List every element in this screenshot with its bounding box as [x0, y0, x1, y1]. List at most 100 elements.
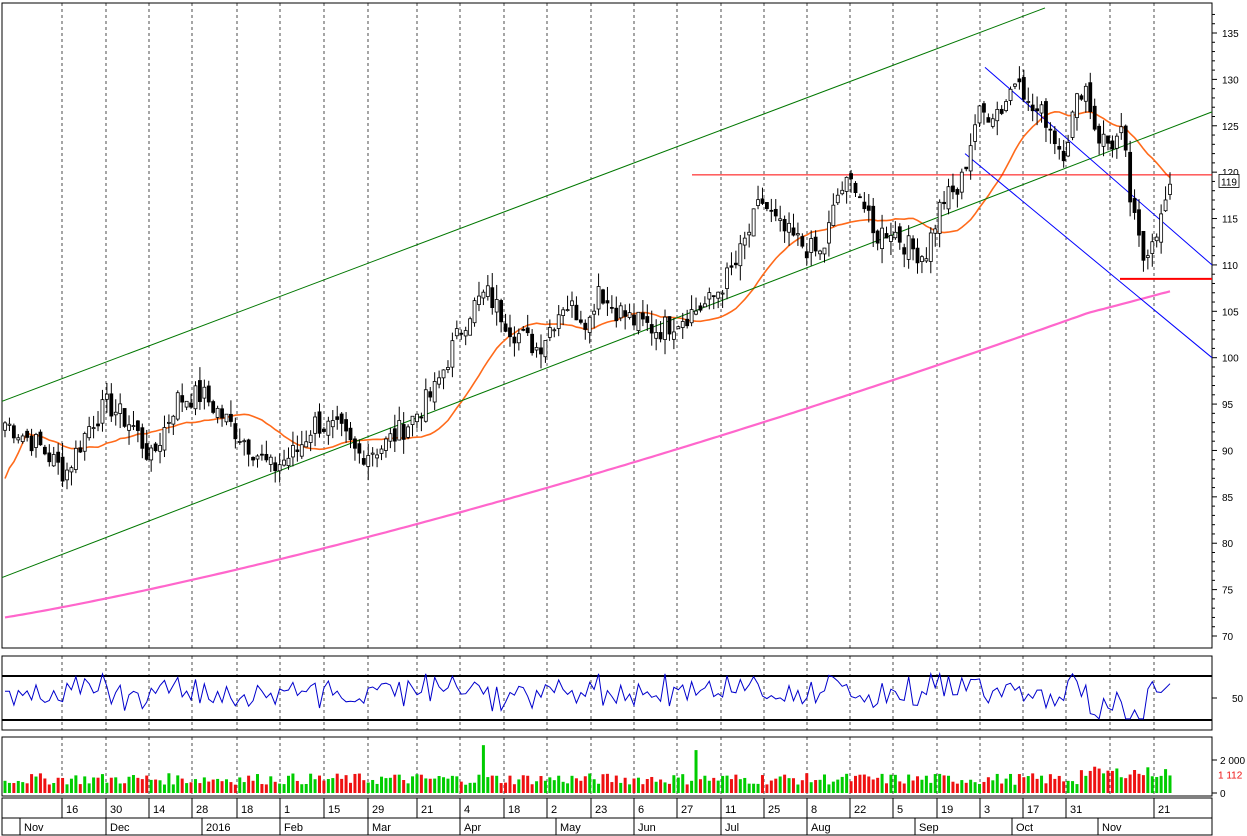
- candle-body: [370, 452, 375, 455]
- candle-body: [268, 456, 273, 465]
- volume-bar: [831, 781, 835, 793]
- candle-body: [122, 408, 127, 427]
- long-moving-average-line: [4, 290, 1171, 619]
- candle-body: [769, 209, 774, 212]
- volume-bar: [960, 780, 964, 793]
- candle-body: [7, 423, 12, 426]
- candle-body: [707, 292, 712, 300]
- candle-body: [685, 318, 690, 327]
- volume-bar: [158, 780, 162, 793]
- volume-bar: [632, 778, 636, 793]
- candle-body: [357, 443, 362, 454]
- candle-body: [813, 236, 818, 252]
- volume-bar: [827, 784, 831, 793]
- candle-body: [82, 433, 87, 452]
- volume-bar: [52, 783, 56, 793]
- candle-body: [215, 407, 220, 418]
- candle-body: [441, 369, 446, 379]
- candle-body: [680, 321, 685, 328]
- volume-bar: [703, 775, 707, 793]
- candle-body: [999, 108, 1004, 114]
- candle-body: [1128, 151, 1133, 203]
- candle-body: [632, 314, 636, 326]
- volume-tick-label: 0: [1220, 789, 1226, 800]
- volume-bar: [1150, 776, 1154, 793]
- candle-body: [193, 385, 198, 410]
- candle-body: [246, 439, 251, 455]
- candle-body: [42, 446, 47, 455]
- volume-bar: [787, 778, 791, 793]
- candle-body: [273, 462, 278, 471]
- candle-body: [51, 454, 56, 467]
- volume-bar: [322, 780, 326, 793]
- month-label: Mar: [372, 822, 391, 834]
- volume-bar: [973, 782, 977, 793]
- volume-bar: [814, 780, 818, 793]
- volume-bar: [636, 777, 640, 793]
- month-label: Oct: [1016, 822, 1033, 834]
- candle-body: [149, 447, 154, 461]
- candle-body: [419, 416, 424, 419]
- volume-bar: [667, 783, 671, 793]
- volume-bar: [561, 781, 565, 793]
- candle-body: [344, 419, 348, 432]
- volume-bar: [1110, 770, 1114, 793]
- volume-bar: [552, 780, 556, 793]
- candle-body: [1044, 101, 1048, 128]
- y-tick-label: 90: [1222, 446, 1234, 457]
- candle-body: [1141, 230, 1146, 261]
- candle-body: [109, 393, 114, 417]
- candle-body: [118, 403, 123, 414]
- volume-bar: [955, 783, 959, 793]
- volume-bar: [743, 777, 747, 793]
- candle-body: [1097, 125, 1102, 144]
- candle-body: [1004, 101, 1009, 111]
- candle-body: [348, 427, 353, 441]
- candle-body: [477, 295, 481, 305]
- candle-body: [689, 309, 694, 324]
- volume-bar: [74, 775, 78, 793]
- volume-bar: [1097, 768, 1101, 793]
- candle-body: [446, 367, 450, 370]
- volume-bar: [610, 782, 614, 793]
- candle-body: [627, 312, 632, 318]
- volume-bar: [180, 778, 184, 793]
- candle-body: [574, 304, 579, 321]
- volume-bar: [951, 781, 955, 793]
- candle-body: [565, 309, 570, 312]
- volume-bar: [809, 782, 813, 793]
- volume-bar: [530, 784, 534, 793]
- volume-bar: [605, 773, 609, 793]
- volume-bar: [721, 775, 725, 793]
- volume-bar: [437, 775, 441, 793]
- candle-body: [25, 430, 30, 438]
- volume-bar: [309, 773, 313, 793]
- candle-body: [242, 440, 247, 443]
- candle-body: [716, 291, 721, 299]
- volume-bar: [176, 775, 180, 793]
- volume-bar: [96, 777, 100, 793]
- candle-body: [840, 189, 845, 195]
- volume-bar: [1017, 774, 1021, 793]
- volume-bar: [654, 781, 658, 793]
- candle-body: [1150, 241, 1155, 254]
- volume-bar: [1084, 775, 1088, 793]
- candle-body: [911, 238, 915, 250]
- candle-body: [335, 416, 340, 420]
- candle-body: [1092, 105, 1097, 130]
- day-label: 17: [1027, 804, 1039, 816]
- candle-body: [397, 420, 402, 441]
- candle-body: [184, 400, 189, 408]
- candle-body: [490, 287, 495, 308]
- volume-bar: [83, 776, 87, 793]
- candle-body: [849, 173, 853, 180]
- volume-bar: [92, 777, 96, 793]
- candle-body: [694, 310, 698, 315]
- volume-bar: [898, 781, 902, 793]
- candle-body: [977, 105, 982, 124]
- volume-bar: [340, 778, 344, 793]
- volume-bar: [357, 773, 361, 793]
- volume-bar: [672, 775, 676, 793]
- volume-bar: [1119, 777, 1123, 793]
- volume-bar: [858, 774, 862, 793]
